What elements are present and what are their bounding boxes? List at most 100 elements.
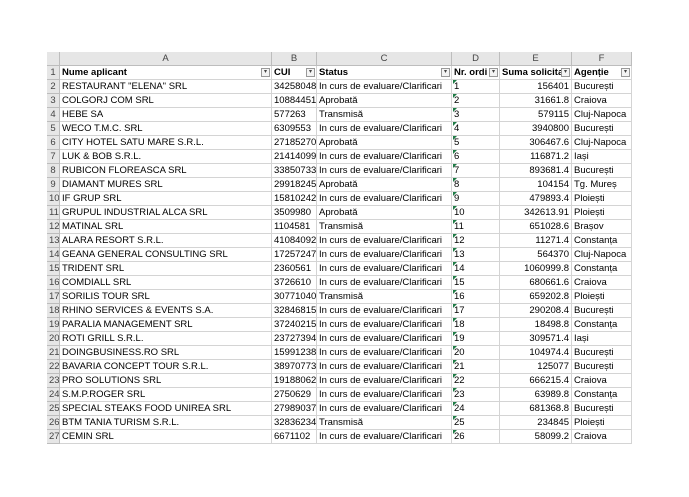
cell[interactable]: Craiova <box>572 94 632 108</box>
cell[interactable]: 27185270 <box>272 136 317 150</box>
cell[interactable]: 22 <box>452 374 500 388</box>
cell[interactable]: WECO T.M.C. SRL <box>60 122 272 136</box>
cell[interactable]: Craiova <box>572 374 632 388</box>
cell[interactable]: 306467.6 <box>500 136 572 150</box>
cell[interactable]: București <box>572 80 632 94</box>
filter-button[interactable]: ▾ <box>441 68 450 77</box>
cell[interactable]: 156401 <box>500 80 572 94</box>
cell[interactable]: 9 <box>452 192 500 206</box>
row-number[interactable]: 22 <box>47 360 60 374</box>
cell[interactable]: GEANA GENERAL CONSULTING SRL <box>60 248 272 262</box>
cell[interactable]: In curs de evaluare/Clarificari <box>317 122 452 136</box>
row-number[interactable]: 4 <box>47 108 60 122</box>
cell[interactable]: In curs de evaluare/Clarificari <box>317 80 452 94</box>
cell[interactable]: 2 <box>452 94 500 108</box>
cell[interactable]: 579115 <box>500 108 572 122</box>
cell[interactable]: 2750629 <box>272 388 317 402</box>
cell[interactable]: 1060999.8 <box>500 262 572 276</box>
cell[interactable]: 18498.8 <box>500 318 572 332</box>
row-number[interactable]: 19 <box>47 318 60 332</box>
row-number[interactable]: 25 <box>47 402 60 416</box>
cell[interactable]: DIAMANT MURES SRL <box>60 178 272 192</box>
row-number[interactable]: 7 <box>47 150 60 164</box>
cell[interactable]: 12 <box>452 234 500 248</box>
cell[interactable]: Aprobată <box>317 94 452 108</box>
filter-button[interactable]: ▾ <box>561 68 570 77</box>
cell[interactable]: In curs de evaluare/Clarificari <box>317 318 452 332</box>
cell[interactable]: In curs de evaluare/Clarificari <box>317 248 452 262</box>
cell[interactable]: CEMIN SRL <box>60 430 272 444</box>
cell[interactable]: Aprobată <box>317 136 452 150</box>
column-letter[interactable]: F <box>572 52 632 66</box>
cell[interactable]: ROTI GRILL S.R.L. <box>60 332 272 346</box>
cell[interactable]: COMDIALL SRL <box>60 276 272 290</box>
cell[interactable]: 342613.91 <box>500 206 572 220</box>
cell[interactable]: RHINO SERVICES & EVENTS S.A. <box>60 304 272 318</box>
filter-button[interactable]: ▾ <box>261 68 270 77</box>
cell[interactable]: Constanța <box>572 234 632 248</box>
row-number[interactable]: 5 <box>47 122 60 136</box>
cell[interactable]: In curs de evaluare/Clarificari <box>317 262 452 276</box>
row-number[interactable]: 8 <box>47 164 60 178</box>
row-number[interactable]: 6 <box>47 136 60 150</box>
cell[interactable]: 5 <box>452 136 500 150</box>
cell[interactable]: In curs de evaluare/Clarificari <box>317 276 452 290</box>
cell[interactable]: Transmisă <box>317 220 452 234</box>
row-number[interactable]: 27 <box>47 430 60 444</box>
cell[interactable]: 25 <box>452 416 500 430</box>
cell[interactable]: 290208.4 <box>500 304 572 318</box>
cell[interactable]: Cluj-Napoca <box>572 248 632 262</box>
cell[interactable]: 11271.4 <box>500 234 572 248</box>
cell[interactable]: In curs de evaluare/Clarificari <box>317 164 452 178</box>
cell[interactable]: Constanța <box>572 388 632 402</box>
cell[interactable]: București <box>572 122 632 136</box>
cell[interactable]: PRO SOLUTIONS SRL <box>60 374 272 388</box>
cell[interactable]: IF GRUP SRL <box>60 192 272 206</box>
cell[interactable]: 234845 <box>500 416 572 430</box>
cell[interactable]: 15 <box>452 276 500 290</box>
row-number[interactable]: 1 <box>47 66 60 80</box>
cell[interactable]: București <box>572 360 632 374</box>
cell[interactable]: 17257247 <box>272 248 317 262</box>
cell[interactable]: HEBE SA <box>60 108 272 122</box>
column-letter[interactable]: E <box>500 52 572 66</box>
cell[interactable]: București <box>572 402 632 416</box>
cell[interactable]: 125077 <box>500 360 572 374</box>
cell[interactable]: Iași <box>572 332 632 346</box>
cell[interactable]: 17 <box>452 304 500 318</box>
cell[interactable]: 6 <box>452 150 500 164</box>
cell[interactable]: Ploiești <box>572 290 632 304</box>
cell[interactable]: In curs de evaluare/Clarificari <box>317 332 452 346</box>
cell[interactable]: Cluj-Napoca <box>572 136 632 150</box>
row-number[interactable]: 15 <box>47 262 60 276</box>
cell[interactable]: 479893.4 <box>500 192 572 206</box>
row-number[interactable]: 26 <box>47 416 60 430</box>
cell[interactable]: 14 <box>452 262 500 276</box>
cell[interactable]: 3726610 <box>272 276 317 290</box>
row-number[interactable]: 18 <box>47 304 60 318</box>
cell[interactable]: 23727394 <box>272 332 317 346</box>
cell[interactable]: 6671102 <box>272 430 317 444</box>
cell[interactable]: 104974.4 <box>500 346 572 360</box>
cell[interactable]: 564370 <box>500 248 572 262</box>
cell[interactable]: GRUPUL INDUSTRIAL ALCA SRL <box>60 206 272 220</box>
cell[interactable]: 2360561 <box>272 262 317 276</box>
cell[interactable]: 33850733 <box>272 164 317 178</box>
cell[interactable]: 15810242 <box>272 192 317 206</box>
cell[interactable]: In curs de evaluare/Clarificari <box>317 402 452 416</box>
cell[interactable]: 1 <box>452 80 500 94</box>
cell[interactable]: 116871.2 <box>500 150 572 164</box>
cell[interactable]: 41084092 <box>272 234 317 248</box>
row-number[interactable]: 10 <box>47 192 60 206</box>
row-number[interactable]: 11 <box>47 206 60 220</box>
row-number[interactable]: 2 <box>47 80 60 94</box>
cell[interactable]: In curs de evaluare/Clarificari <box>317 304 452 318</box>
cell[interactable]: DOINGBUSINESS.RO SRL <box>60 346 272 360</box>
cell[interactable]: CITY HOTEL SATU MARE S.R.L. <box>60 136 272 150</box>
cell[interactable]: 21414099 <box>272 150 317 164</box>
cell[interactable]: In curs de evaluare/Clarificari <box>317 388 452 402</box>
row-number[interactable]: 12 <box>47 220 60 234</box>
cell[interactable]: 7 <box>452 164 500 178</box>
cell[interactable]: SORILIS TOUR SRL <box>60 290 272 304</box>
cell[interactable]: Brașov <box>572 220 632 234</box>
